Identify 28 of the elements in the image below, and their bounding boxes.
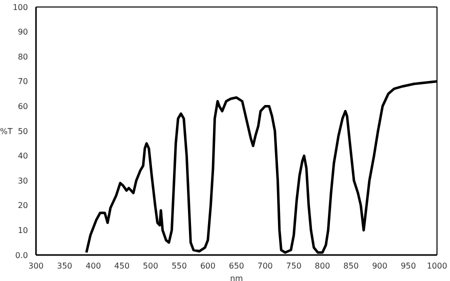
x-tick-label: 600 bbox=[200, 262, 216, 271]
x-tick-label: 900 bbox=[372, 262, 388, 271]
y-tick-label: 100 bbox=[12, 2, 28, 12]
y-tick-label: 90 bbox=[18, 28, 28, 37]
y-tick-label: 10 bbox=[18, 226, 28, 236]
x-tick-label: 800 bbox=[314, 262, 330, 271]
y-tick-label: 80 bbox=[18, 52, 28, 62]
y-tick-label: 0.0 bbox=[15, 250, 28, 260]
y-tick-label: 30 bbox=[18, 176, 28, 186]
x-tick-label: 450 bbox=[114, 262, 130, 271]
x-tick-label: 300 bbox=[28, 262, 44, 271]
x-tick-label: 700 bbox=[258, 262, 273, 271]
x-tick-label: 500 bbox=[142, 262, 158, 271]
y-tick-label: 40 bbox=[18, 152, 28, 161]
y-tick-label: 60 bbox=[18, 102, 28, 112]
x-tick-label: 350 bbox=[57, 262, 72, 271]
x-tick-label: 750 bbox=[286, 262, 302, 271]
x-tick-label: 1000 bbox=[426, 262, 448, 271]
x-tick-label: 550 bbox=[172, 262, 187, 271]
y-tick-label: 50 bbox=[18, 126, 28, 136]
y-tick-label: 70 bbox=[18, 77, 28, 86]
x-tick-label: 850 bbox=[343, 262, 359, 271]
x-tick-label: 400 bbox=[86, 262, 101, 271]
x-tick-label: 950 bbox=[400, 262, 416, 271]
y-axis-title: %T bbox=[0, 126, 13, 136]
x-tick-label: 650 bbox=[228, 262, 244, 271]
x-axis-title: nm bbox=[230, 274, 244, 281]
y-tick-label: 20 bbox=[18, 201, 28, 210]
